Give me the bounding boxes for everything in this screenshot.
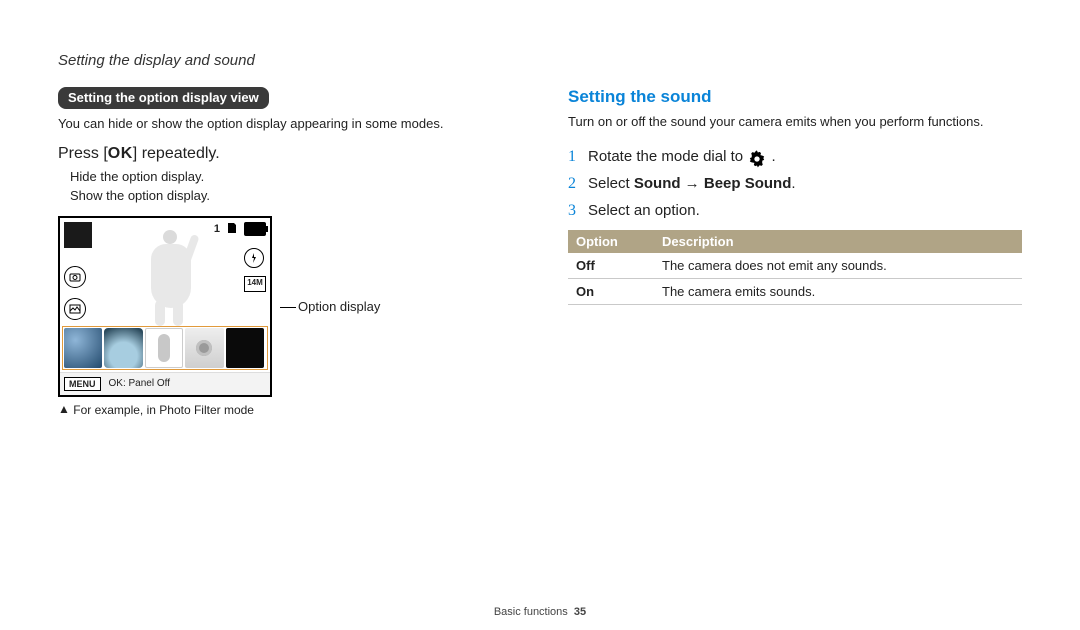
callout-line <box>280 307 296 308</box>
step2-pre: Select <box>588 175 634 192</box>
manual-page: Setting the display and sound Setting th… <box>0 0 1080 630</box>
caption-text: For example, in Photo Filter mode <box>73 403 254 417</box>
list-item: Show the option display. <box>70 186 512 206</box>
page-footer: Basic functions 35 <box>0 606 1080 618</box>
option-desc: The camera does not emit any sounds. <box>654 253 1022 279</box>
table-row: Off The camera does not emit any sounds. <box>568 253 1022 279</box>
size-icon: 14M <box>244 276 266 292</box>
filter-thumb <box>104 328 142 368</box>
mode-square-icon <box>64 222 92 248</box>
camera-screen-mock: 1 14M <box>58 216 272 397</box>
page-section-title: Setting the display and sound <box>58 52 1022 69</box>
step-2: 2 Select Sound → Beep Sound. <box>568 170 1022 197</box>
press-instruction: Press [OK] repeatedly. <box>58 145 512 163</box>
options-table: Option Description Off The camera does n… <box>568 230 1022 305</box>
screen-preview-area: 1 14M <box>60 218 270 326</box>
menu-badge: MENU <box>64 377 101 391</box>
step-text: Select Sound → Beep Sound. <box>588 171 796 197</box>
step-text: Rotate the mode dial to . <box>588 144 776 170</box>
col-option: Option <box>568 230 654 253</box>
step-number: 1 <box>568 143 588 170</box>
step-3: 3 Select an option. <box>568 197 1022 224</box>
settings-gear-icon <box>747 149 767 169</box>
filter-thumb <box>185 328 223 368</box>
sd-card-icon <box>226 222 238 237</box>
option-desc: The camera emits sounds. <box>654 279 1022 305</box>
gallery-small-icon <box>64 298 86 320</box>
steps-list: 1 Rotate the mode dial to . 2 Select Sou… <box>568 143 1022 225</box>
flash-icon <box>244 248 264 268</box>
battery-icon <box>244 222 266 236</box>
screen-caption: ▲ For example, in Photo Filter mode <box>58 403 512 417</box>
press-suffix: ] repeatedly. <box>133 145 220 162</box>
step2-post: . <box>791 175 795 192</box>
step2-bold2: Beep Sound <box>704 175 792 192</box>
left-column: Setting the option display view You can … <box>58 87 512 417</box>
option-key: Off <box>568 253 654 279</box>
triangle-up-icon: ▲ <box>58 402 70 416</box>
press-prefix: Press [ <box>58 145 108 162</box>
subsection-pill: Setting the option display view <box>58 87 269 109</box>
option-key: On <box>568 279 654 305</box>
filter-thumb <box>64 328 102 368</box>
right-icon-stack: 14M <box>244 248 266 292</box>
option-display-strip <box>62 326 268 370</box>
intro-text: You can hide or show the option display … <box>58 115 512 133</box>
table-row: On The camera emits sounds. <box>568 279 1022 305</box>
screen-bottom-bar: MENU OK: Panel Off <box>60 372 270 395</box>
left-icon-stack <box>64 266 86 320</box>
screen-with-label: 1 14M <box>58 216 512 397</box>
step2-arrow: → <box>681 175 704 192</box>
sound-intro: Turn on or off the sound your camera emi… <box>568 113 1022 131</box>
table-header-row: Option Description <box>568 230 1022 253</box>
list-item: Hide the option display. <box>70 167 512 187</box>
callout-text: Option display <box>298 299 380 314</box>
step-text: Select an option. <box>588 198 700 224</box>
option-display-callout: Option display <box>280 299 380 314</box>
ok-key: OK <box>108 145 133 163</box>
top-right-status: 1 <box>214 222 266 237</box>
sound-heading: Setting the sound <box>568 87 1022 107</box>
footer-label: Basic functions <box>494 606 568 618</box>
press-result-list: Hide the option display. Show the option… <box>70 167 512 206</box>
step2-bold1: Sound <box>634 175 681 192</box>
right-column: Setting the sound Turn on or off the sou… <box>568 87 1022 417</box>
camera-small-icon <box>64 266 86 288</box>
step1-text: Rotate the mode dial to <box>588 148 743 165</box>
step-number: 3 <box>568 197 588 224</box>
bar-text: OK: Panel Off <box>109 378 171 389</box>
step-1: 1 Rotate the mode dial to . <box>568 143 1022 170</box>
step-number: 2 <box>568 170 588 197</box>
page-number: 35 <box>574 606 586 618</box>
filter-thumb <box>226 328 264 368</box>
two-column-layout: Setting the option display view You can … <box>58 87 1022 417</box>
filter-thumb <box>145 328 183 368</box>
subject-silhouette <box>115 224 215 324</box>
col-description: Description <box>654 230 1022 253</box>
